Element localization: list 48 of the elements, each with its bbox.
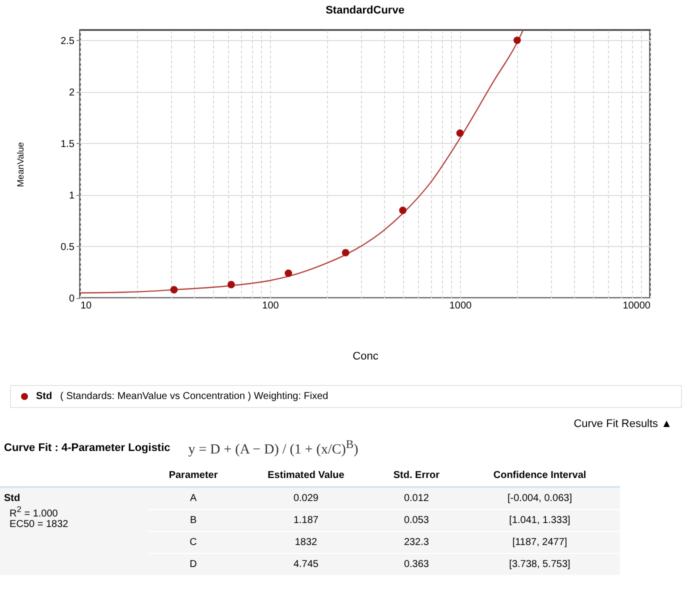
text: C bbox=[148, 531, 239, 554]
y-tick-label: 1.5 bbox=[60, 138, 75, 150]
text: B bbox=[148, 509, 239, 532]
y-tick-label: 1 bbox=[68, 190, 75, 202]
text: Curve Fit Results ▲ bbox=[572, 418, 672, 430]
text: EC50 = 1832 bbox=[10, 518, 68, 530]
text: 1.187 bbox=[238, 509, 374, 532]
text: 0.012 bbox=[373, 486, 460, 510]
y-tick-label: 2.5 bbox=[60, 36, 75, 47]
text: A bbox=[148, 486, 239, 510]
text: R$^{2}$ = 1.000 bbox=[10, 504, 58, 519]
point bbox=[284, 270, 292, 277]
y-axis-title: MeanValue bbox=[16, 142, 26, 187]
text: Std. Error bbox=[373, 464, 460, 487]
text: 232.3 bbox=[373, 531, 460, 554]
text: 0.029 bbox=[238, 486, 374, 510]
text: 0.053 bbox=[373, 509, 460, 532]
y-tick-label: 0 bbox=[68, 294, 75, 304]
x-tick-label: 10000 bbox=[622, 300, 651, 312]
x-axis-title: Conc bbox=[352, 350, 379, 362]
y-tick-label: 0.5 bbox=[60, 242, 75, 253]
text: Parameter bbox=[148, 464, 239, 487]
point bbox=[170, 286, 178, 294]
text: [3.738, 5.753] bbox=[460, 553, 620, 576]
text: [1.041, 1.333] bbox=[460, 509, 620, 532]
text: 4.745 bbox=[238, 553, 374, 576]
point bbox=[342, 248, 350, 256]
legend-label: Std bbox=[36, 391, 52, 402]
text: [-0.004, 0.063] bbox=[460, 486, 620, 510]
x-tick-label: 10 bbox=[80, 300, 92, 312]
point bbox=[399, 206, 407, 214]
text: Estimated Value bbox=[238, 464, 374, 487]
x-tick-label: 100 bbox=[262, 300, 280, 312]
text: ( Standards: MeanValue vs Concentration ) Weighting: Fixed bbox=[60, 391, 328, 402]
text: D bbox=[148, 553, 239, 576]
text: 1832 bbox=[238, 531, 374, 554]
text: Std bbox=[4, 492, 20, 504]
text: y = D + (A − D) / (1 + (x/C)$^{B}$) bbox=[188, 438, 358, 459]
point bbox=[228, 280, 235, 288]
y-tick-label: 2 bbox=[68, 87, 75, 98]
text: Confidence Interval bbox=[460, 464, 620, 487]
x-tick-label: 1000 bbox=[449, 300, 472, 312]
chart-title: StandardCurve bbox=[326, 4, 404, 16]
text: Curve Fit : 4-Parameter Logistic bbox=[4, 442, 170, 454]
text: [1187, 2477] bbox=[460, 531, 620, 554]
point bbox=[513, 36, 521, 44]
text: 0.363 bbox=[373, 553, 460, 576]
point bbox=[456, 129, 464, 137]
